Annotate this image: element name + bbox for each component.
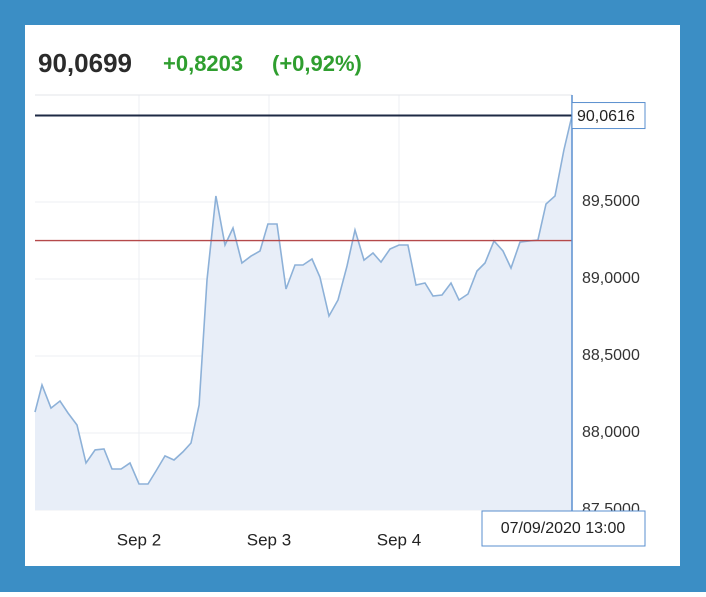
change-percent: (+0,92%)	[272, 51, 362, 76]
current-label-box	[571, 102, 646, 130]
line	[34, 115, 573, 485]
y-tick-label: 88,5000	[582, 347, 640, 364]
y-axis-labels: 87,5000 88,0000 88,5000 89,0000 89,5000	[582, 193, 640, 518]
price: 90,0699	[38, 48, 132, 78]
current-label: 90,0616	[577, 108, 635, 125]
crosshair-label-box	[481, 510, 646, 547]
x-tick-label: Sep 4	[377, 530, 421, 549]
y-tick-label: 89,0000	[582, 270, 640, 287]
y-tick-label: 89,5000	[582, 193, 640, 210]
x-tick-label: Sep 3	[247, 530, 291, 549]
y-tick-label: 87,5000	[582, 501, 640, 518]
y-tick-label: 88,0000	[582, 424, 640, 441]
area	[35, 115, 572, 510]
change: +0,8203	[163, 51, 243, 76]
crosshair-label: 07/09/2020 13:00	[501, 520, 626, 537]
x-tick-label: Sep 2	[117, 530, 161, 549]
